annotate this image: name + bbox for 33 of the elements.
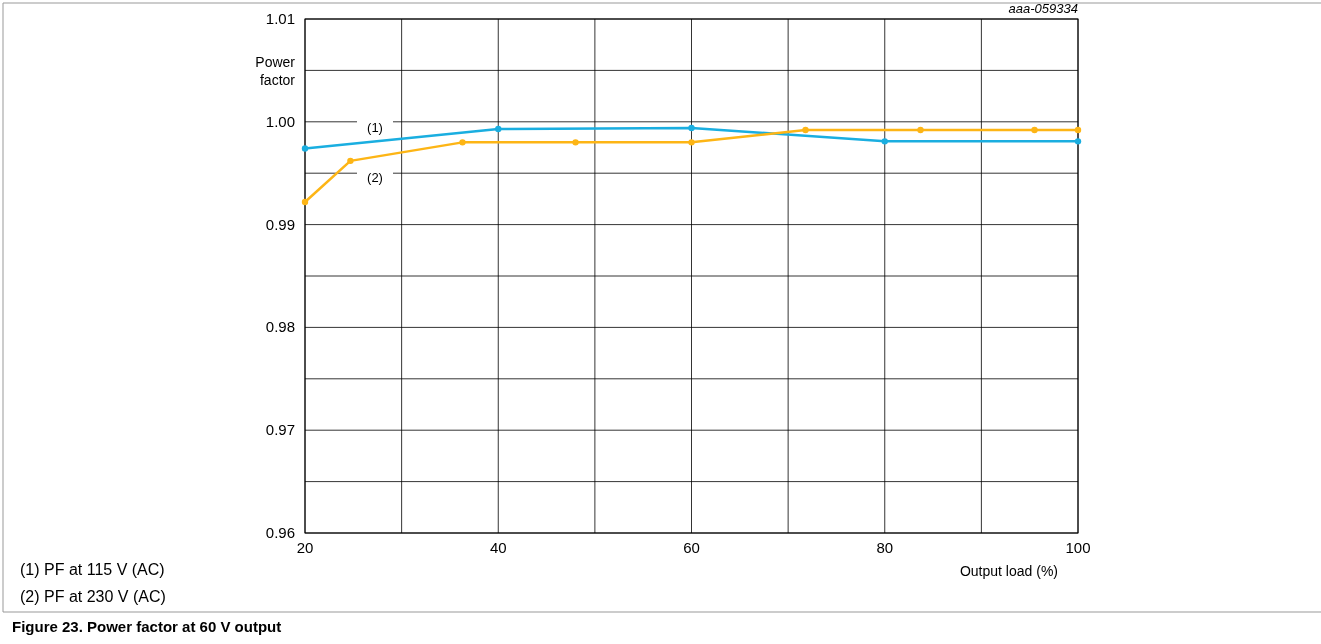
y-tick-label: 0.97 [265, 421, 295, 439]
y-tick-label: 1.00 [265, 112, 295, 130]
point [301, 198, 309, 206]
x-axis-title: Output load (%) [959, 563, 1058, 579]
point [347, 157, 354, 165]
x-tick-label: 40 [489, 539, 507, 556]
x-tick-label: 100 [1065, 539, 1091, 556]
x-tick-label: 20 [296, 539, 314, 556]
x-tick-label: 80 [876, 539, 894, 556]
y-axis-title: Power factor [255, 54, 296, 88]
point [917, 126, 924, 134]
point [459, 139, 466, 146]
text: (1) PF at 115 V (AC) [20, 561, 165, 578]
y-tick-label: 1.01 [265, 10, 295, 27]
point [688, 124, 695, 132]
y-tick-label: 0.96 [265, 524, 295, 541]
point [572, 139, 579, 146]
series-label: (2) [367, 169, 383, 185]
point [301, 145, 309, 152]
point [1074, 126, 1082, 134]
chart-subtitle: aaa-059334 [1008, 1, 1078, 16]
point [688, 139, 695, 146]
point [1031, 126, 1038, 134]
text: (2) PF at 230 V (AC) [20, 588, 166, 605]
y-tick-label: 0.99 [265, 215, 295, 233]
x-tick-label: 60 [683, 539, 700, 556]
series-label: (1) [367, 119, 383, 135]
point [1074, 138, 1082, 145]
point [802, 126, 809, 134]
point [495, 125, 502, 133]
text: Figure 23. Power factor at 60 V output [12, 618, 282, 635]
y-tick-label: 0.98 [265, 318, 295, 336]
point [881, 138, 888, 145]
